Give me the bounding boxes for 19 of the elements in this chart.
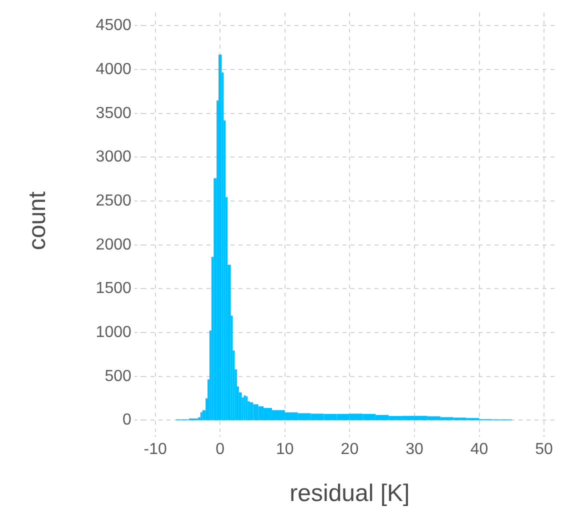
y-tick-label: 500	[104, 368, 132, 385]
x-tick-label: -10	[144, 441, 168, 458]
x-axis-title: residual [K]	[290, 480, 410, 508]
y-tick-label: 4000	[96, 60, 132, 78]
x-tick-label: 30	[406, 441, 424, 458]
x-tick-label: 40	[470, 441, 488, 458]
x-tick-label: 50	[535, 441, 554, 458]
x-tick-label: 20	[340, 441, 359, 458]
x-tick-label: 10	[276, 441, 294, 458]
y-tick-label: 1000	[96, 324, 132, 341]
y-tick-label: 2000	[96, 236, 132, 254]
y-tick-label: 3000	[96, 148, 132, 166]
y-axis-title: count	[24, 191, 52, 250]
x-tick-label: 0	[216, 441, 225, 458]
y-tick-label: 4500	[96, 17, 132, 34]
y-tick-label: 0	[122, 412, 132, 429]
y-tick-label: 1500	[96, 280, 132, 298]
y-tick-label: 3500	[96, 104, 132, 122]
y-tick-label: 2500	[96, 192, 132, 210]
